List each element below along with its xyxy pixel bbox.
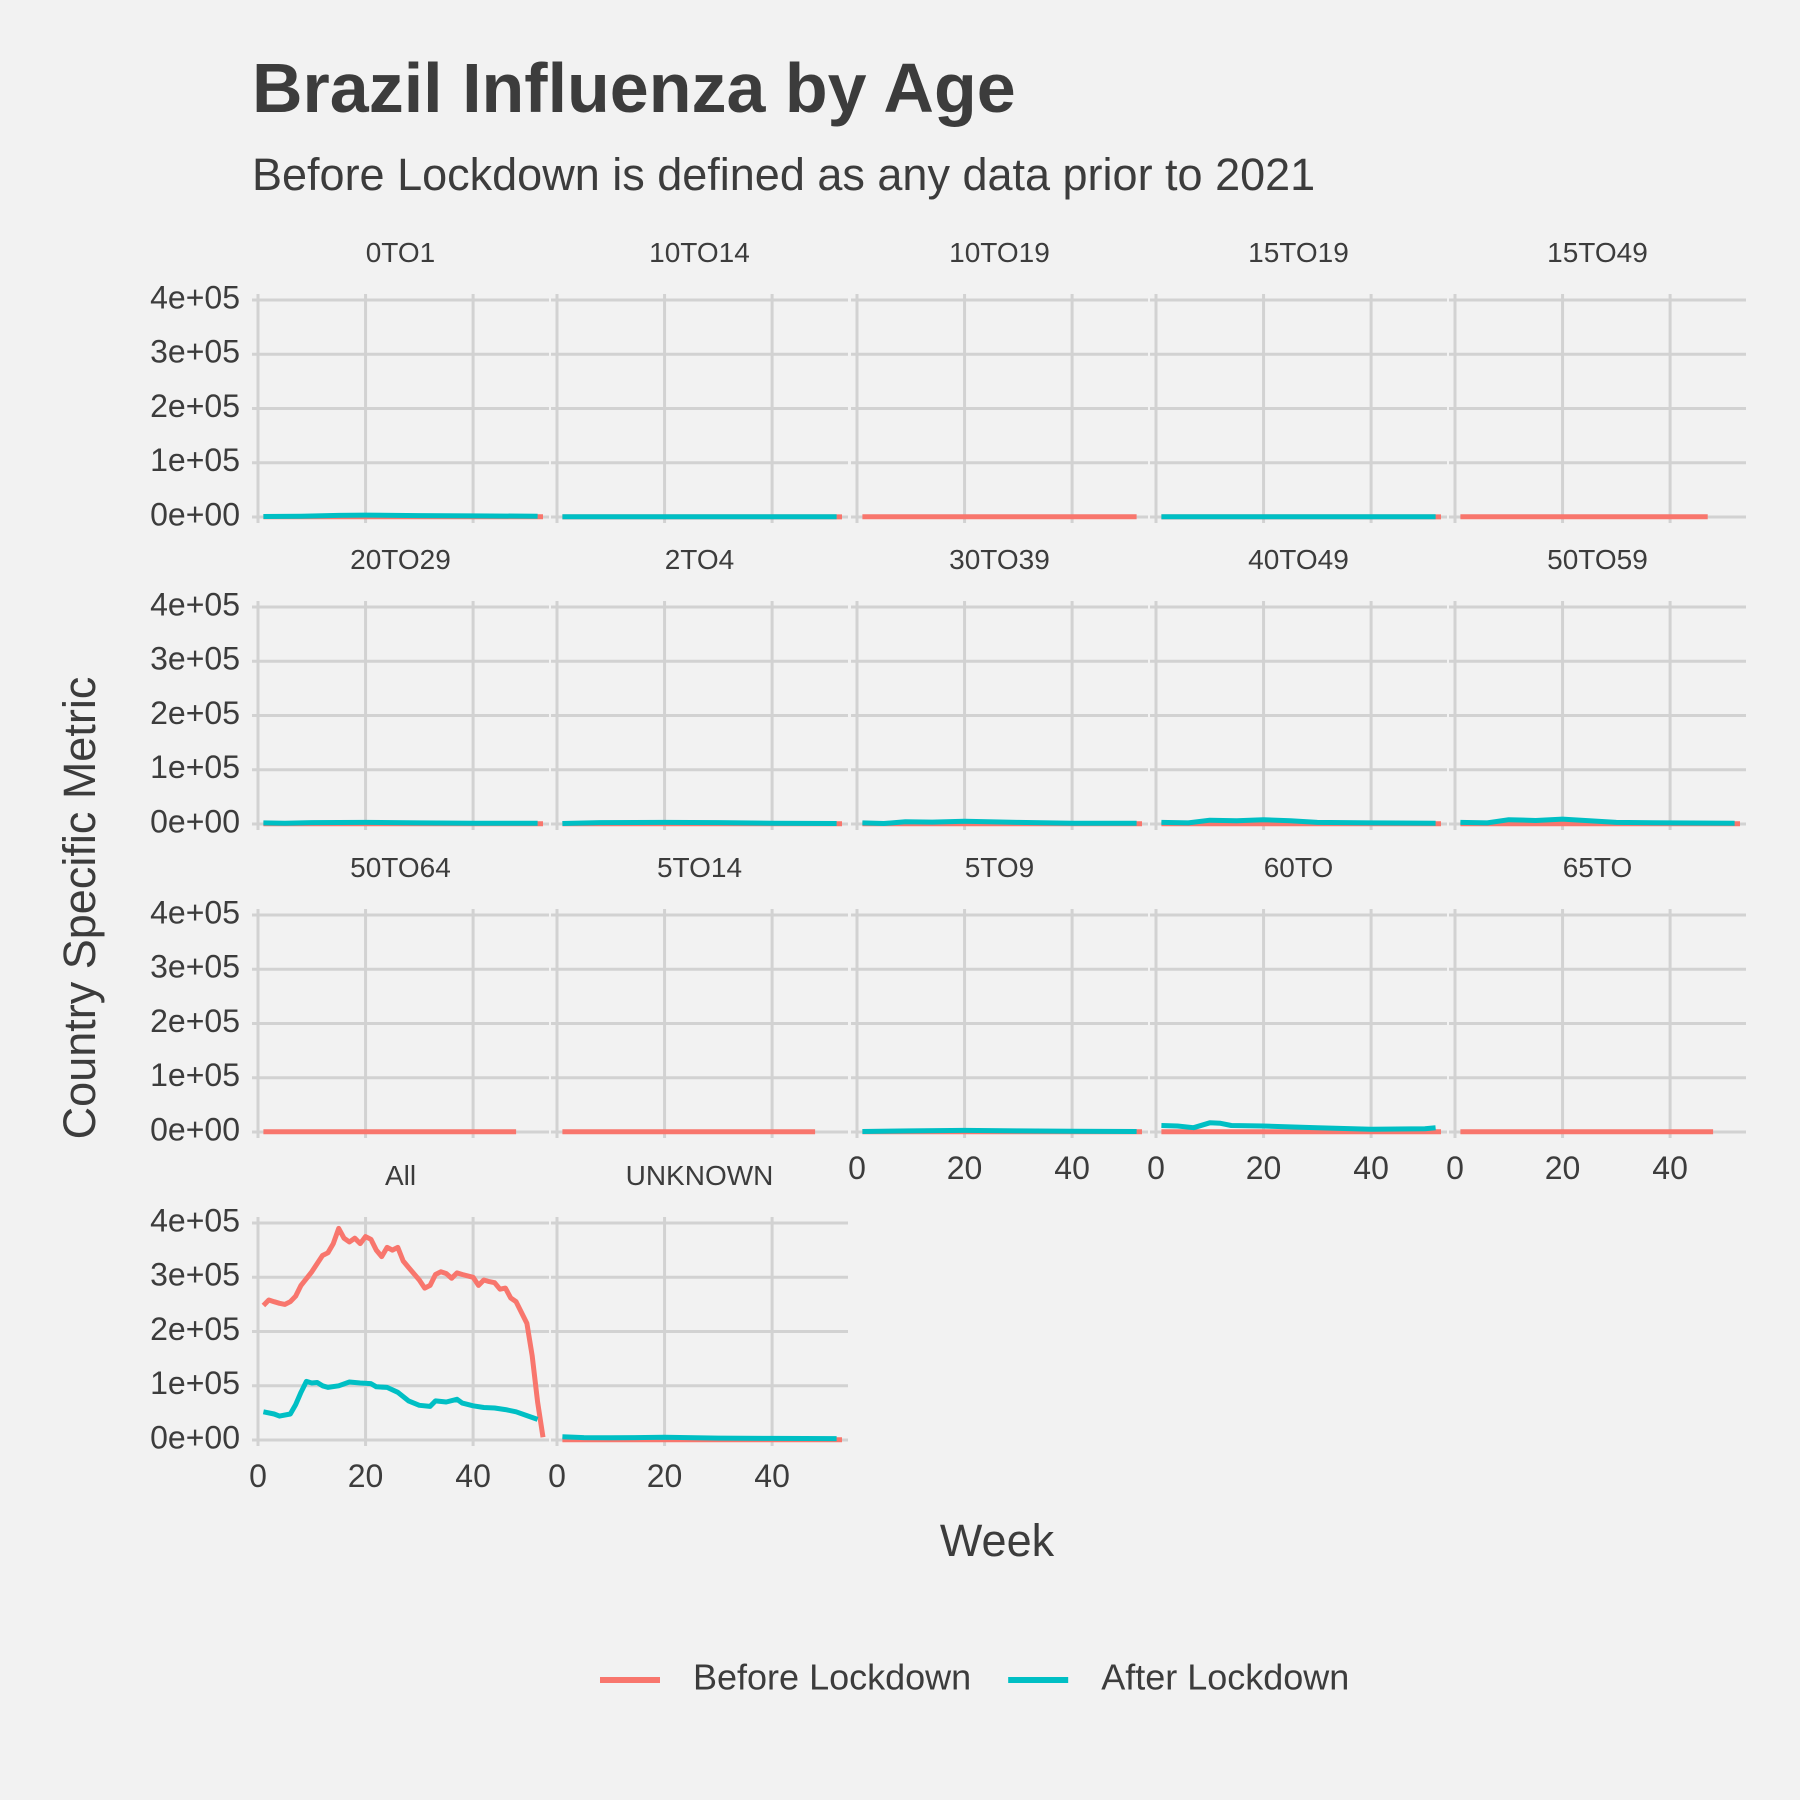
x-tick-label: 20 [1246,1150,1282,1186]
x-tick-label: 20 [947,1150,983,1186]
y-tick-label: 1e+05 [150,1057,240,1093]
x-tick-label: 40 [1054,1150,1090,1186]
x-tick-label: 0 [249,1458,267,1494]
series-line-after [263,819,538,826]
panel-50to64: 50TO64 0e+00 1e+05 2e+05 3e+05 4e+05 [150,852,549,1147]
x-tick-label: 20 [348,1458,384,1494]
panel-2to4: 2TO4 [551,544,848,830]
x-tick-label: 40 [754,1458,790,1494]
series-line-after [1460,816,1735,826]
x-tick-label: 20 [1545,1150,1581,1186]
panel-65to: 65TO 0 20 40 [1446,852,1746,1186]
panel-all: All 0e+00 1e+05 2e+05 3e+05 4e+05 0 20 40 [150,1160,549,1494]
facet-panels: 0TO1 0e+00 1e+05 2e+05 3e+05 4e+05 10TO14 10TO1… [150,237,1746,1494]
series-line-after [262,1378,539,1422]
strip-label: 10TO19 [949,237,1050,268]
legend-item-after: After Lockdown [1008,1657,1349,1698]
chart-subtitle: Before Lockdown is defined as any data p… [252,149,1315,200]
y-tick-label: 0e+00 [150,496,240,532]
strip-label: 50TO59 [1547,544,1648,575]
y-tick-label: 4e+05 [150,586,240,622]
panel-10to14: 10TO14 [551,237,848,523]
series-line-after [862,1127,1137,1134]
y-tick-label: 4e+05 [150,894,240,930]
chart-title: Brazil Influenza by Age [252,49,1016,127]
panel-5to14: 5TO14 [551,852,848,1138]
y-tick-label: 3e+05 [150,949,240,985]
strip-label: 65TO [1563,852,1633,883]
y-tick-label: 4e+05 [150,279,240,315]
legend-label: Before Lockdown [693,1657,971,1698]
series-line-after [1161,817,1436,826]
panel-15to49: 15TO49 [1449,237,1746,523]
panel-0to1: 0TO1 0e+00 1e+05 2e+05 3e+05 4e+05 [150,237,549,532]
strip-label: 30TO39 [949,544,1050,575]
series-line-after [1161,1120,1436,1132]
y-tick-label: 0e+00 [150,1419,240,1455]
y-tick-label: 3e+05 [150,1257,240,1293]
panel-50to59: 50TO59 [1449,544,1746,830]
x-tick-label: 40 [1652,1150,1688,1186]
panel-40to49: 40TO49 [1150,544,1447,830]
strip-label: All [385,1160,416,1191]
y-tick-label: 0e+00 [150,803,240,839]
panel-60to: 60TO 0 20 40 [1147,852,1447,1186]
series-line-after [562,1434,837,1442]
y-tick-label: 1e+05 [150,442,240,478]
panel-15to19: 15TO19 [1150,237,1447,523]
strip-label: 15TO19 [1248,237,1349,268]
y-tick-label: 2e+05 [150,388,240,424]
strip-label: 0TO1 [366,237,436,268]
y-axis-title: Country Specific Metric [54,677,105,1140]
legend-item-before: Before Lockdown [600,1657,971,1698]
strip-label: 15TO49 [1547,237,1648,268]
panel-20to29: 20TO29 0e+00 1e+05 2e+05 3e+05 4e+05 [150,544,549,839]
strip-label: 50TO64 [350,852,451,883]
series-line-before [261,1225,546,1438]
strip-label: 5TO14 [657,852,742,883]
y-tick-label: 0e+00 [150,1111,240,1147]
y-tick-label: 2e+05 [150,695,240,731]
x-tick-label: 0 [1446,1150,1464,1186]
x-tick-label: 0 [848,1150,866,1186]
strip-label: 60TO [1264,852,1334,883]
x-tick-label: 20 [647,1458,683,1494]
strip-label: 20TO29 [350,544,451,575]
x-tick-label: 40 [455,1458,491,1494]
panel-unknown: UNKNOWN 0 20 40 [548,1160,848,1494]
legend-label: After Lockdown [1101,1657,1349,1698]
strip-label: 5TO9 [965,852,1035,883]
y-tick-label: 1e+05 [150,749,240,785]
panel-5to9: 5TO9 0 20 40 [848,852,1148,1186]
x-tick-label: 0 [1147,1150,1165,1186]
x-tick-label: 40 [1353,1150,1389,1186]
strip-label: 40TO49 [1248,544,1349,575]
y-tick-label: 2e+05 [150,1311,240,1347]
y-tick-label: 1e+05 [150,1365,240,1401]
y-tick-label: 3e+05 [150,641,240,677]
series-line-after [562,819,837,826]
series-line-after [862,818,1137,826]
strip-label: 2TO4 [665,544,735,575]
x-tick-label: 0 [548,1458,566,1494]
y-tick-label: 3e+05 [150,334,240,370]
x-axis-title: Week [940,1515,1055,1566]
panel-10to19: 10TO19 [851,237,1148,523]
strip-label: 10TO14 [649,237,750,268]
panel-30to39: 30TO39 [851,544,1148,830]
strip-label: UNKNOWN [626,1160,774,1191]
y-tick-label: 4e+05 [150,1202,240,1238]
legend: Before Lockdown After Lockdown [600,1657,1349,1698]
y-tick-label: 2e+05 [150,1003,240,1039]
series-line-after [263,512,538,519]
